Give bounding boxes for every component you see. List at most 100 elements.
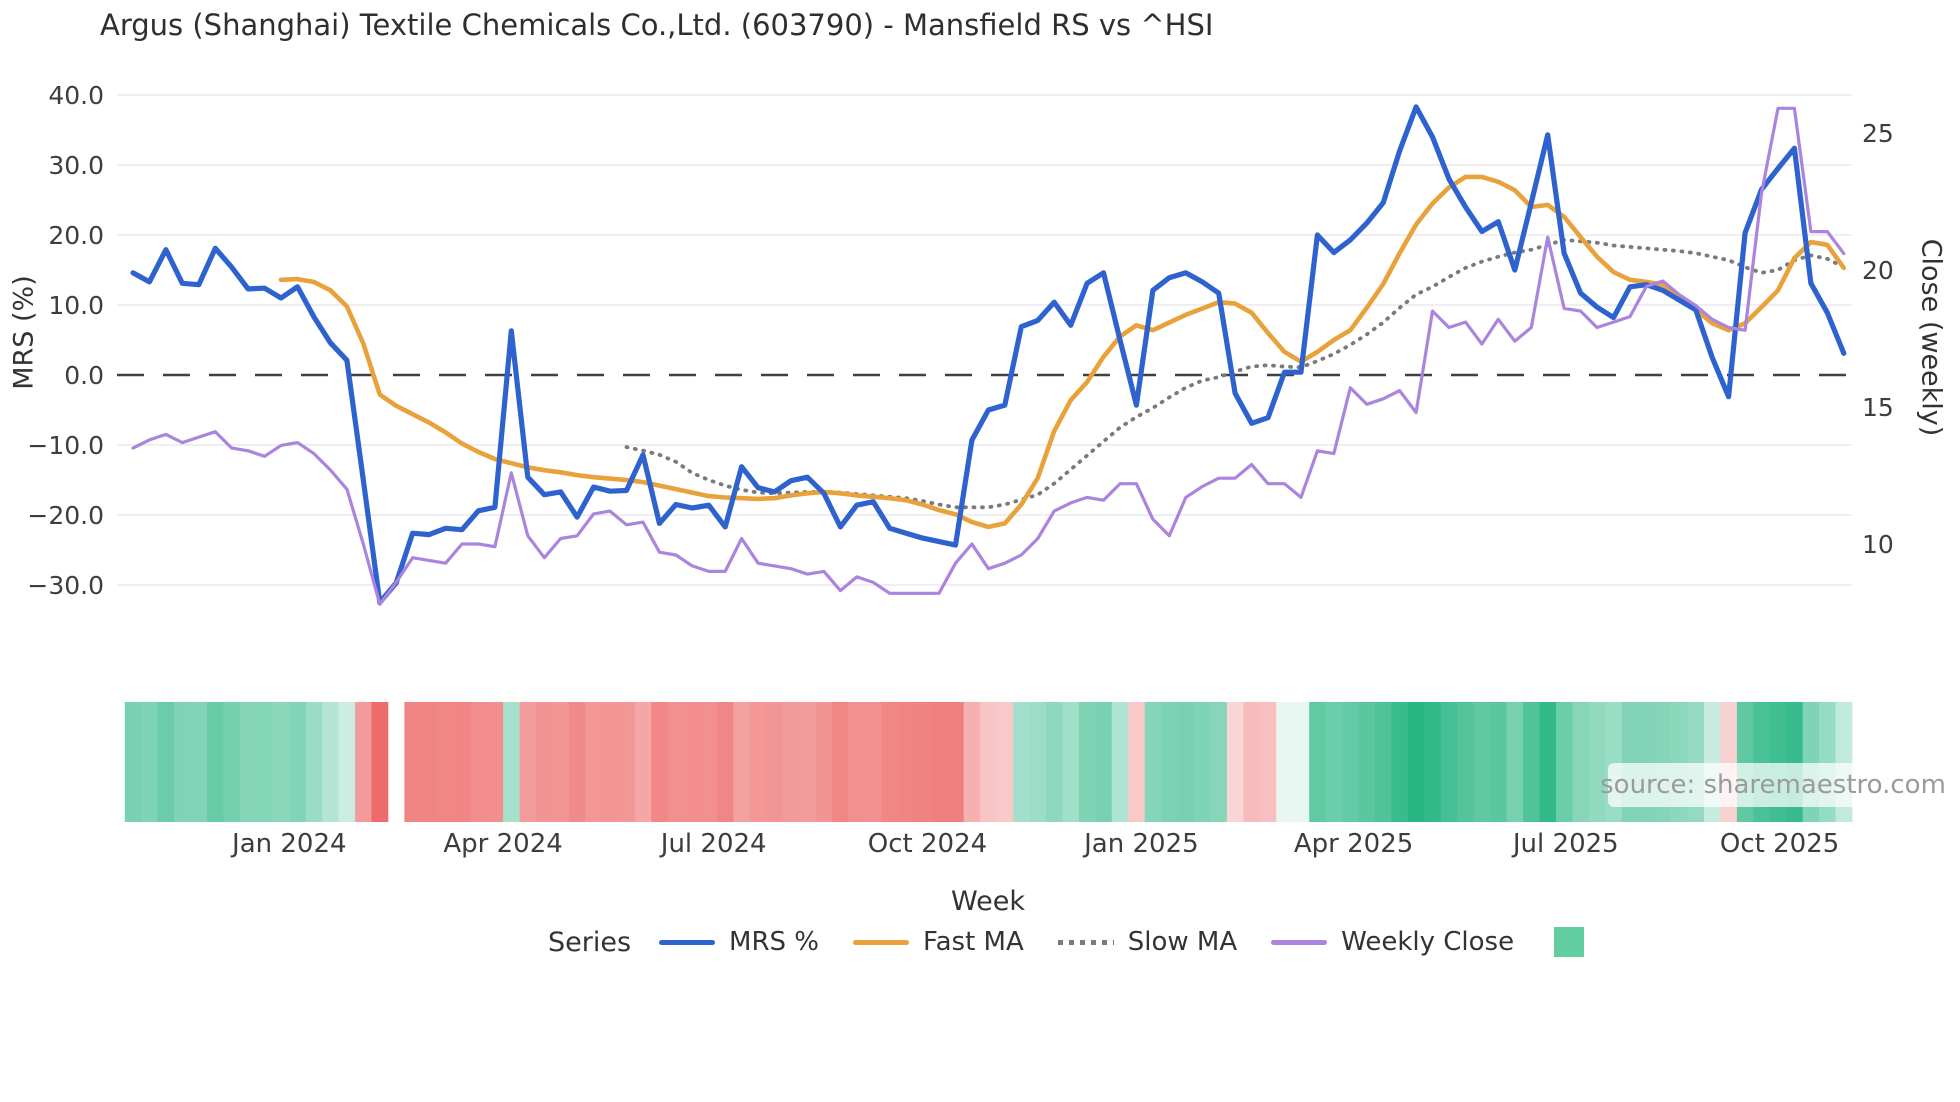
weekly-close-line — [131, 106, 1846, 606]
source-text: source: sharemaestro.com — [1600, 770, 1946, 800]
heatmap-cell — [815, 702, 833, 822]
mrs-line — [130, 104, 1847, 606]
heatmap-cell — [404, 702, 422, 822]
left-axis-tick: −10.0 — [27, 431, 104, 460]
heatmap-cell — [355, 702, 372, 822]
heatmap-cell — [1210, 702, 1228, 822]
heatmap-strip — [124, 702, 1853, 822]
heatmap-cell — [1407, 702, 1425, 822]
heatmap-cell — [486, 702, 504, 822]
heatmap-cell — [996, 702, 1014, 822]
mrs-line-swatch — [659, 939, 716, 945]
heatmap-cell — [1111, 702, 1129, 822]
x-axis-tick: Jan 2024 — [230, 829, 347, 859]
heatmap-cell — [733, 702, 751, 822]
heatmap-cell — [684, 702, 701, 822]
fast-ma-line-swatch — [853, 939, 910, 945]
x-axis-label: Week — [951, 886, 1025, 917]
heatmap-cell — [585, 702, 603, 822]
heatmap-cell — [568, 702, 586, 822]
heatmap-cell — [700, 702, 718, 822]
heatmap-cell — [651, 702, 668, 822]
heatmap-cell — [552, 702, 570, 822]
heatmap-cell — [1276, 702, 1294, 822]
right-axis-tick: 20 — [1862, 256, 1894, 285]
left-axis-tick: 0.0 — [64, 361, 104, 390]
heatmap-cell — [1259, 702, 1277, 822]
heatmap-cell — [1342, 702, 1359, 822]
slow-ma-line-swatch — [1057, 939, 1114, 945]
heatmap-cell — [141, 702, 158, 822]
x-axis-tick: Jul 2024 — [659, 829, 767, 859]
heatmap-cell — [848, 702, 866, 822]
heatmap-cell — [338, 702, 356, 822]
heatmap-cell — [1391, 702, 1409, 822]
heatmap-cell — [223, 702, 241, 822]
heatmap-cell — [1144, 702, 1162, 822]
heatmap-cell — [1292, 702, 1310, 822]
heatmap-cell — [1588, 702, 1606, 822]
heatmap-cell — [1424, 702, 1442, 822]
heatmap-cell — [157, 702, 175, 822]
left-axis-tick: −30.0 — [27, 571, 104, 600]
heatmap-cell — [1161, 702, 1178, 822]
heatmap-cell — [865, 702, 882, 822]
x-axis-tick: Oct 2025 — [1720, 829, 1839, 859]
heatmap-cell — [1243, 702, 1261, 822]
heatmap-cell — [437, 702, 455, 822]
legend-title: Series — [548, 926, 632, 958]
heatmap-cell — [1440, 702, 1458, 822]
heatmap-cell — [1309, 702, 1326, 822]
left-axis-tick: 40.0 — [48, 81, 104, 110]
heatmap-cell — [536, 702, 553, 822]
heatmap-cell — [618, 702, 636, 822]
right-axis-tick: 15 — [1862, 393, 1894, 422]
heatmap-cell — [1177, 702, 1195, 822]
legend: Series MRS % Fast MA Slow MA Weekly Clos… — [548, 924, 1585, 960]
heatmap-cell — [1013, 702, 1030, 822]
right-axis-label: Close (weekly) — [1915, 238, 1947, 437]
heatmap-cell — [601, 702, 619, 822]
legend-entry-fast-ma: Fast MA — [853, 927, 1024, 957]
heatmap-cell — [881, 702, 899, 822]
page-title: Argus (Shanghai) Textile Chemicals Co.,L… — [100, 8, 1214, 42]
heatmap-cell — [717, 702, 734, 822]
legend-entry-label: MRS % — [729, 927, 820, 957]
heatmap-cell — [239, 702, 257, 822]
x-axis-tick: Apr 2025 — [1294, 829, 1413, 859]
heatmap-cell — [1062, 702, 1080, 822]
fast-ma-line — [278, 174, 1847, 530]
left-axis-tick: 30.0 — [48, 151, 104, 180]
heatmap-cell — [174, 702, 191, 822]
heatmap-cell — [453, 702, 471, 822]
heatmap-cell — [1555, 702, 1573, 822]
source-attribution: source: sharemaestro.com — [1600, 763, 1946, 807]
left-axis-tick: −20.0 — [27, 501, 104, 530]
legend-entry-label: Weekly Close — [1341, 927, 1515, 957]
x-axis-tick: Jan 2025 — [1082, 829, 1199, 859]
left-axis-tick: 20.0 — [48, 221, 104, 250]
heatmap-cell — [1128, 702, 1145, 822]
heatmap-cell — [272, 702, 290, 822]
legend-entry-slow-ma: Slow MA — [1057, 927, 1237, 957]
heatmap-cell — [963, 702, 981, 822]
heatmap-cell — [1046, 702, 1063, 822]
heatmap-cell — [1078, 702, 1096, 822]
left-axis-tick: 10.0 — [48, 291, 104, 320]
heatmap-cell — [749, 702, 767, 822]
heatmap-cell — [1226, 702, 1244, 822]
heatmap-cell — [1506, 702, 1524, 822]
heatmap-cell — [289, 702, 307, 822]
heatmap-cell — [1457, 702, 1474, 822]
heatmap-cell — [322, 702, 339, 822]
right-axis-tick: 25 — [1862, 119, 1894, 148]
heatmap-cell — [503, 702, 520, 822]
heatmap-cell — [947, 702, 965, 822]
heatmap-cell — [634, 702, 652, 822]
heatmap-cell — [1523, 702, 1540, 822]
left-axis-label: MRS (%) — [8, 275, 40, 390]
heatmap-cell — [1029, 702, 1047, 822]
x-axis-tick: Jul 2025 — [1511, 829, 1619, 859]
heatmap-cell — [1572, 702, 1590, 822]
